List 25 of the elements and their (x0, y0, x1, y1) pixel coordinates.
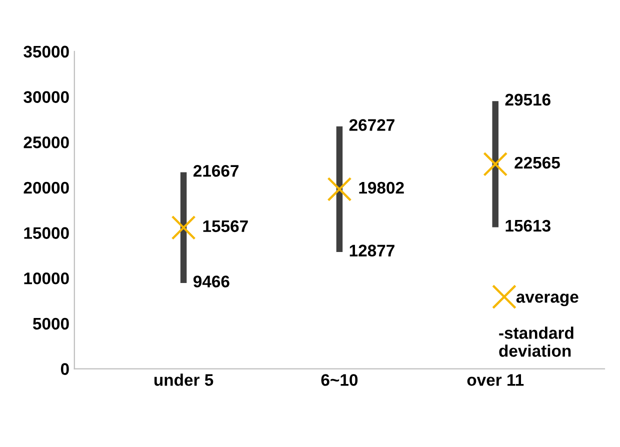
y-tick-label: 30000 (24, 91, 69, 103)
y-tick-label: 15000 (24, 227, 69, 239)
y-tick-label: 10000 (24, 272, 69, 284)
y-tick-label: 5000 (32, 318, 69, 330)
x-tick-label: under 5 (154, 374, 214, 386)
data-label: 22565 (514, 156, 560, 169)
x-tick-label: over 11 (467, 374, 524, 386)
point (171, 215, 196, 240)
y-tick-label: 0 (60, 363, 69, 375)
annotation: 29516 (505, 94, 550, 106)
annotation: 26727 (349, 119, 394, 131)
y-tick-label: 20000 (24, 182, 69, 194)
annotation: 12877 (350, 244, 394, 256)
point (483, 152, 508, 176)
annotation: 21667 (193, 164, 239, 177)
annotation: 9466 (193, 276, 230, 288)
x-tick-label: 6~10 (321, 374, 358, 386)
data-label: 15567 (203, 220, 248, 232)
point (327, 176, 352, 202)
y-tick-label: 25000 (24, 136, 69, 148)
annotation: 15613 (506, 220, 550, 232)
y-tick-label: 35000 (24, 46, 69, 58)
annotation: -standard deviation (499, 326, 574, 357)
legend-label: average (516, 294, 578, 306)
data-label: 19802 (359, 182, 404, 194)
